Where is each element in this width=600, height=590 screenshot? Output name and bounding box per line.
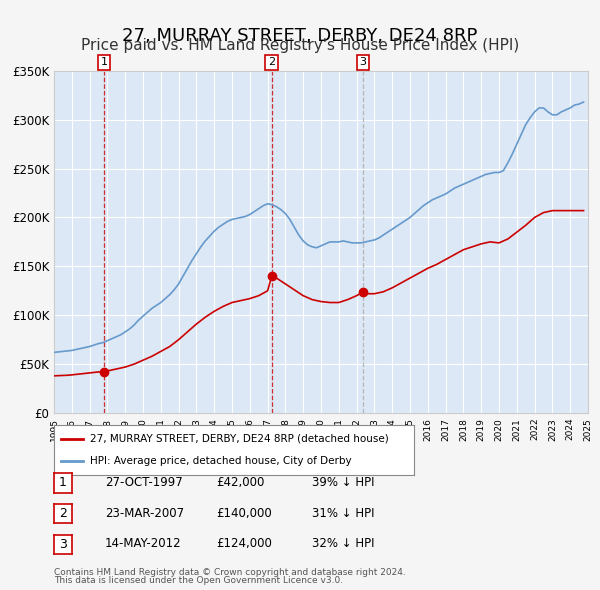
Text: 3: 3 [359, 57, 367, 67]
Text: 3: 3 [59, 537, 67, 551]
Text: 2: 2 [59, 507, 67, 520]
Text: £124,000: £124,000 [216, 537, 272, 550]
Text: 2: 2 [268, 57, 275, 67]
Text: 23-MAR-2007: 23-MAR-2007 [105, 507, 184, 520]
Text: 27-OCT-1997: 27-OCT-1997 [105, 476, 183, 489]
Text: Price paid vs. HM Land Registry's House Price Index (HPI): Price paid vs. HM Land Registry's House … [81, 38, 519, 53]
Text: £42,000: £42,000 [216, 476, 265, 489]
Text: 39% ↓ HPI: 39% ↓ HPI [312, 476, 374, 489]
Text: 27, MURRAY STREET, DERBY, DE24 8RP: 27, MURRAY STREET, DERBY, DE24 8RP [122, 27, 478, 45]
Text: 1: 1 [59, 476, 67, 490]
Text: £140,000: £140,000 [216, 507, 272, 520]
Text: Contains HM Land Registry data © Crown copyright and database right 2024.: Contains HM Land Registry data © Crown c… [54, 568, 406, 577]
Text: HPI: Average price, detached house, City of Derby: HPI: Average price, detached house, City… [90, 456, 352, 466]
Text: 1: 1 [101, 57, 107, 67]
Text: 31% ↓ HPI: 31% ↓ HPI [312, 507, 374, 520]
Text: 32% ↓ HPI: 32% ↓ HPI [312, 537, 374, 550]
Text: 27, MURRAY STREET, DERBY, DE24 8RP (detached house): 27, MURRAY STREET, DERBY, DE24 8RP (deta… [90, 434, 389, 444]
Text: 14-MAY-2012: 14-MAY-2012 [105, 537, 182, 550]
Text: This data is licensed under the Open Government Licence v3.0.: This data is licensed under the Open Gov… [54, 576, 343, 585]
